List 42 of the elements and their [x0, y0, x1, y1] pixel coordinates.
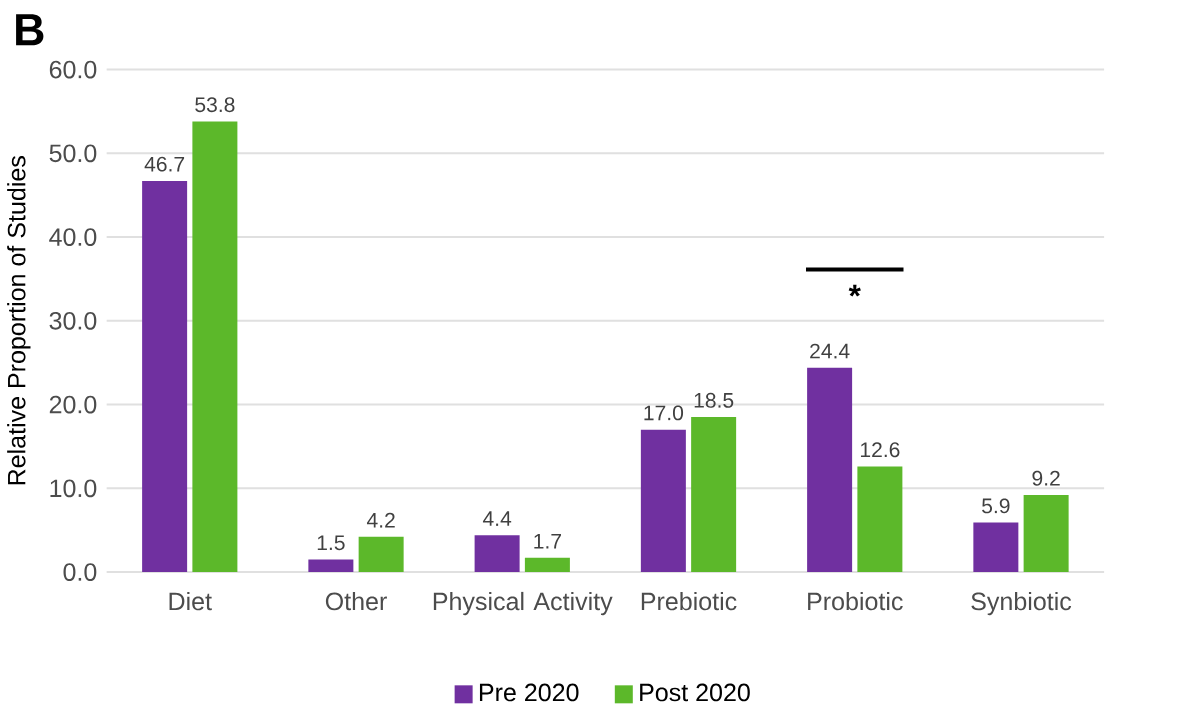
y-tick-label: 30.0: [49, 311, 97, 330]
data-label: 24.4: [810, 343, 850, 359]
y-tick-label: 0.0: [63, 563, 97, 581]
y-tick-label: 60.0: [49, 60, 97, 79]
y-tick-label: 20.0: [49, 395, 97, 414]
bar: [807, 367, 853, 573]
text: B: [16, 14, 44, 46]
data-label: 5.9: [982, 498, 1010, 514]
x-tick-label: Diet: [169, 591, 212, 611]
bar: [973, 522, 1019, 573]
bar: [691, 417, 737, 573]
data-label: 1.5: [317, 535, 345, 551]
y-axis-title: Relative Proportion of Studies: [7, 156, 31, 485]
bar: [358, 536, 404, 573]
x-tick-label: Other: [325, 591, 387, 611]
data-label: 4.4: [482, 511, 512, 526]
bar: [1023, 494, 1069, 573]
bar: [142, 180, 188, 573]
data-label: 18.5: [694, 392, 734, 408]
data-label: 4.2: [366, 512, 395, 528]
y-tick-label: 10.0: [50, 479, 97, 498]
bar: [524, 557, 570, 573]
x-tick-label: Physical Activity: [433, 591, 613, 616]
x-tick-label: Prebiotic: [641, 591, 737, 611]
bar: [192, 121, 238, 573]
bar: [857, 466, 903, 573]
data-label: 12.6: [860, 442, 900, 458]
bar: [640, 429, 686, 573]
data-label: 53.8: [195, 97, 235, 113]
y-tick-label: 40.0: [49, 228, 97, 246]
y-tick-label: 50.0: [49, 144, 97, 163]
data-label: 9.2: [1032, 470, 1060, 486]
data-label: 17.0: [644, 405, 684, 421]
data-label: 46.7: [144, 156, 185, 172]
data-label: 1.7: [534, 533, 561, 549]
x-tick-label: Probiotic: [808, 591, 903, 611]
bar: [308, 559, 354, 573]
bar: [474, 535, 520, 573]
legend-label: Pre 2020: [479, 683, 579, 702]
annotation: *: [848, 284, 861, 297]
legend-label: Post 2020: [640, 683, 750, 702]
x-tick-label: Synbiotic: [971, 591, 1072, 616]
